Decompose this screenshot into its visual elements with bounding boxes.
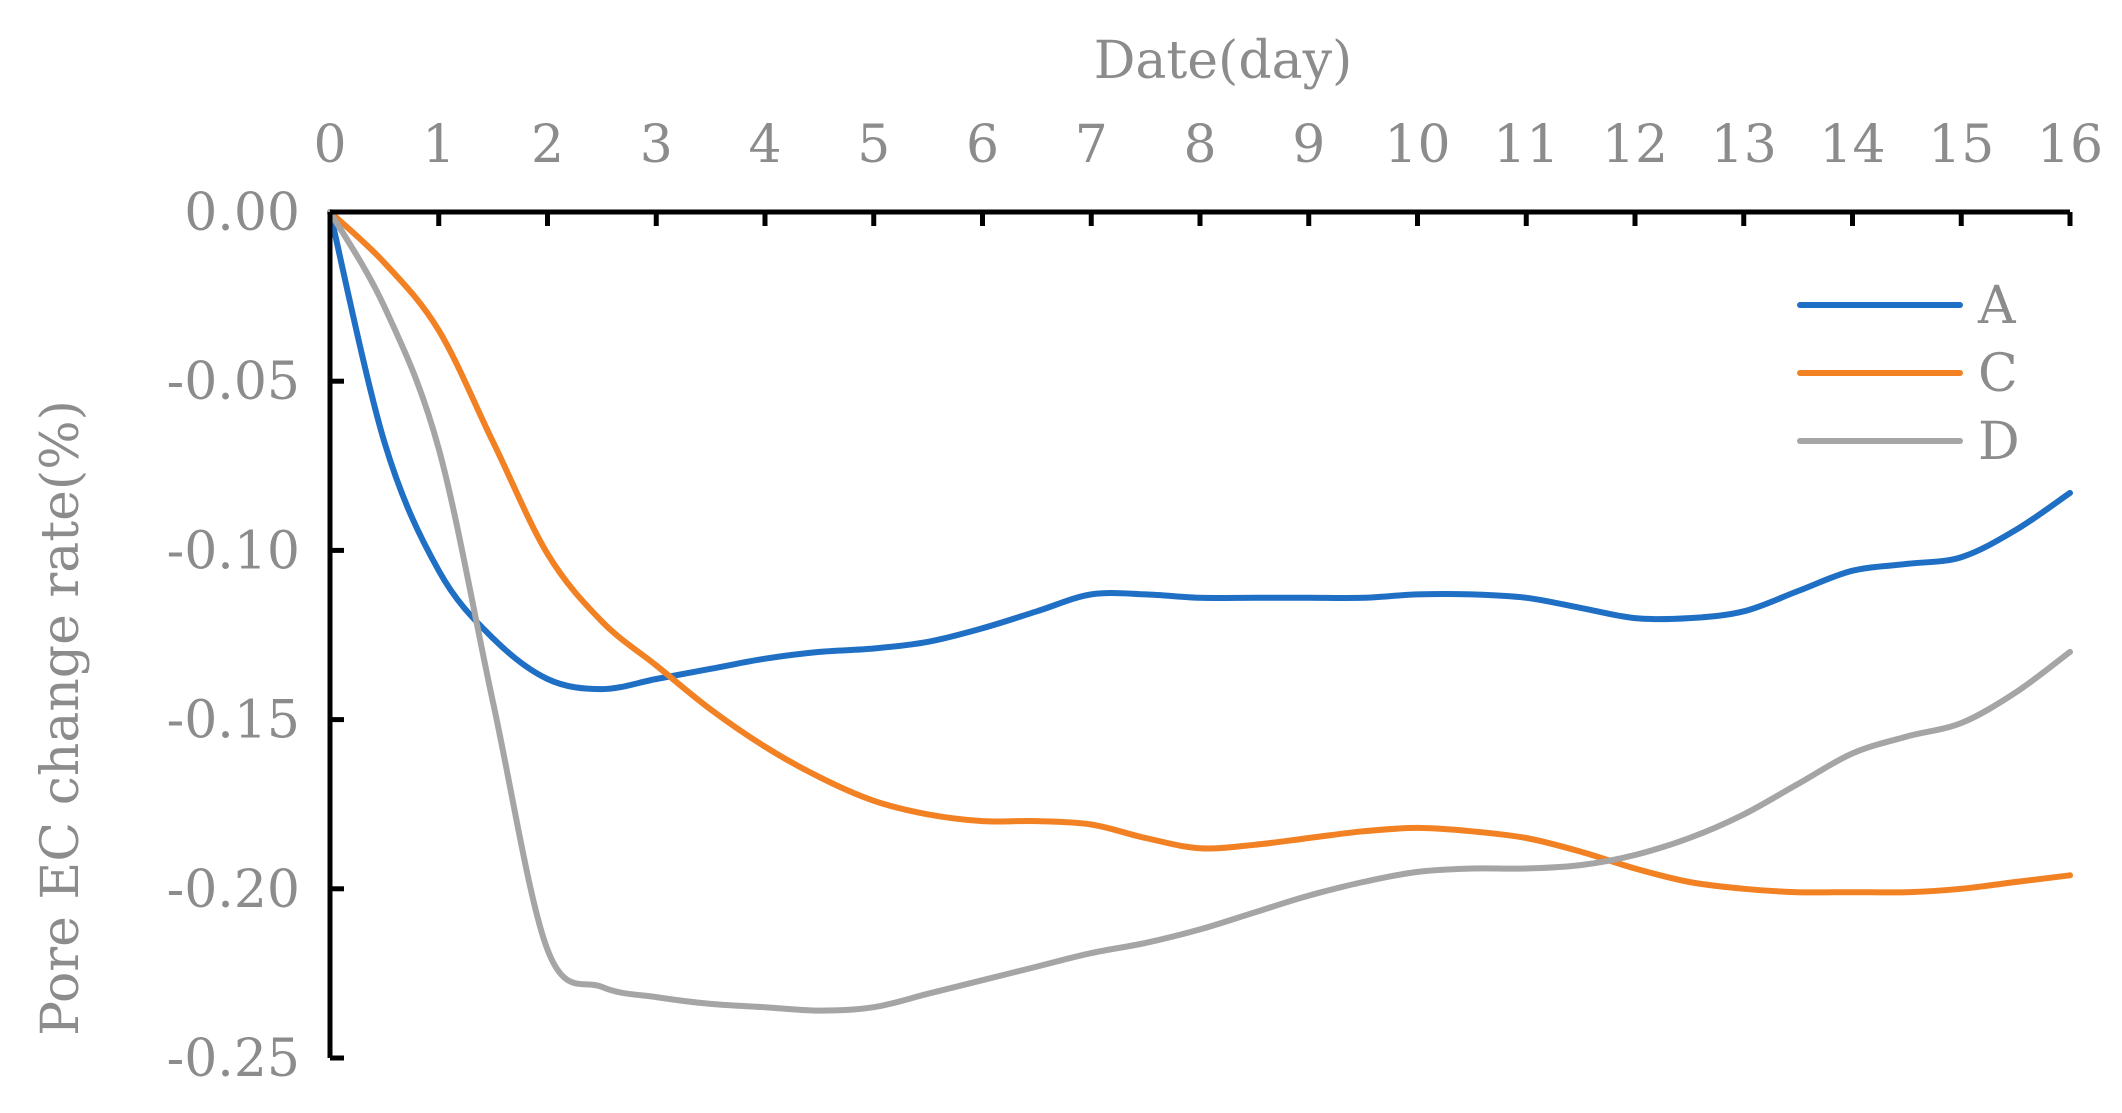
series-line-A bbox=[327, 209, 2073, 693]
legend-label-A: A bbox=[1977, 276, 2017, 336]
x-tick-label: 13 bbox=[1711, 115, 1777, 175]
x-tick-label: 4 bbox=[748, 115, 781, 175]
x-axis-title: Date(day) bbox=[1094, 31, 1353, 91]
x-tick-label: 2 bbox=[531, 115, 564, 175]
y-tick-label: -0.05 bbox=[167, 352, 300, 412]
axes-layer bbox=[327, 209, 2073, 1061]
y-tick-label: -0.15 bbox=[167, 691, 300, 751]
x-tick-label: 10 bbox=[1384, 115, 1450, 175]
y-tick-label: -0.20 bbox=[167, 860, 300, 920]
y-tick-label: -0.10 bbox=[167, 521, 300, 581]
y-tick-label: -0.25 bbox=[167, 1029, 300, 1089]
x-tick-label: 3 bbox=[640, 115, 673, 175]
x-tick-label: 0 bbox=[313, 115, 346, 175]
x-tick-label: 9 bbox=[1292, 115, 1325, 175]
series-line-D bbox=[327, 209, 2073, 1014]
series-line-C bbox=[327, 209, 2073, 896]
legend-label-C: C bbox=[1978, 344, 2018, 404]
x-tick-labels: 0 1 2 3 4 5 6 7 8 9 10 11 12 13 14 15 16 bbox=[313, 115, 2103, 175]
x-tick-label: 8 bbox=[1183, 115, 1216, 175]
x-tick-label: 1 bbox=[422, 115, 455, 175]
x-tick-label: 5 bbox=[857, 115, 890, 175]
y-axis-title: Pore EC change rate(%) bbox=[31, 400, 91, 1036]
series-layer bbox=[327, 209, 2073, 1014]
legend: ACD bbox=[1797, 276, 2020, 472]
x-tick-label: 11 bbox=[1493, 115, 1559, 175]
y-tick-label: 0.00 bbox=[184, 183, 300, 243]
x-tick-label: 16 bbox=[2037, 115, 2103, 175]
legend-label-D: D bbox=[1978, 412, 2020, 472]
x-tick-label: 7 bbox=[1075, 115, 1108, 175]
x-tick-label: 6 bbox=[966, 115, 999, 175]
x-tick-label: 15 bbox=[1928, 115, 1994, 175]
y-tick-labels: 0.00 -0.05 -0.10 -0.15 -0.20 -0.25 bbox=[167, 183, 300, 1089]
x-tick-label: 14 bbox=[1819, 115, 1885, 175]
x-tick-label: 12 bbox=[1602, 115, 1668, 175]
